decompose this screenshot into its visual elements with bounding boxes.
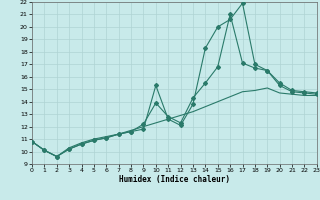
X-axis label: Humidex (Indice chaleur): Humidex (Indice chaleur): [119, 175, 230, 184]
